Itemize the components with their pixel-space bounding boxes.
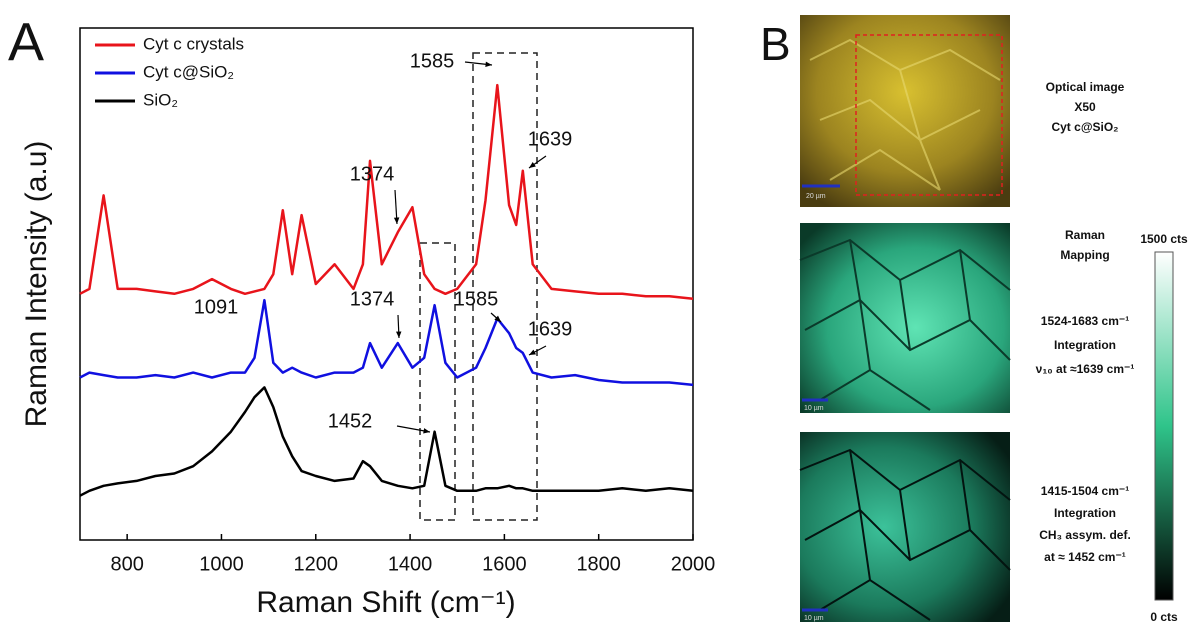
- raman-map-1: 10 µm: [799, 223, 1011, 413]
- highlight-boxes: [419, 52, 538, 521]
- scale-bar-label: 20 µm: [806, 193, 826, 200]
- colorbar-max: 1500 cts: [1140, 232, 1188, 246]
- spectrum-line: [79, 386, 694, 497]
- peak-annotation: 1639: [528, 128, 573, 150]
- image-caption: at ≈ 1452 cm⁻¹: [1044, 550, 1126, 564]
- arrow-head: [529, 162, 536, 168]
- x-tick-label: 800: [110, 553, 143, 575]
- arrow-head: [423, 428, 430, 434]
- image-caption: Cyt c@SiO₂: [1051, 120, 1118, 134]
- arrow-head: [485, 61, 492, 67]
- panel-label: A: [8, 12, 44, 72]
- image-caption: Raman: [1065, 228, 1105, 242]
- plot-frame: [79, 27, 694, 541]
- optical-image: 20 µm: [800, 15, 1010, 207]
- arrow-head: [395, 331, 402, 338]
- x-tick-label: 1000: [199, 553, 244, 575]
- legend-label: Cyt c@SiO₂: [143, 62, 234, 81]
- peak-annotation: 1639: [528, 318, 573, 340]
- image-caption: Integration: [1054, 338, 1116, 352]
- image-caption: ν₁₀ at ≈1639 cm⁻¹: [1036, 362, 1135, 376]
- panel-label: B: [760, 18, 791, 70]
- colorbar: [1154, 251, 1174, 601]
- image-caption: 1415-1504 cm⁻¹: [1041, 484, 1129, 498]
- image-caption: CH₃ assym. def.: [1039, 528, 1131, 542]
- peak-annotation: 1452: [328, 410, 373, 432]
- peak-annotation: 1374: [350, 288, 395, 310]
- scale-bar-label: 10 µm: [804, 405, 824, 412]
- peak-annotation: 1374: [350, 163, 395, 185]
- arrow-head: [393, 217, 400, 224]
- dashed-box: [419, 242, 456, 521]
- scale-bar-label: 10 µm: [804, 615, 824, 622]
- image-caption: 1524-1683 cm⁻¹: [1041, 314, 1129, 328]
- image-caption: Mapping: [1060, 248, 1109, 262]
- x-axis-title: Raman Shift (cm⁻¹): [256, 586, 515, 619]
- image-caption: Integration: [1054, 506, 1116, 520]
- y-axis-title: Raman Intensity (a.u): [20, 141, 53, 428]
- arrow-head: [494, 315, 501, 322]
- legend-label: SiO₂: [143, 90, 178, 109]
- x-tick-label: 2000: [671, 553, 716, 575]
- peak-annotation: 1585: [454, 288, 499, 310]
- x-tick-label: 1800: [576, 553, 621, 575]
- x-tick-label: 1400: [388, 553, 433, 575]
- colorbar-min: 0 cts: [1150, 610, 1178, 624]
- image-caption: Optical image: [1046, 80, 1125, 94]
- x-tick-label: 1600: [482, 553, 527, 575]
- dashed-box: [472, 52, 538, 521]
- spectrum-line: [79, 298, 694, 387]
- raman-map-2: 10 µm: [799, 432, 1011, 622]
- legend-label: Cyt c crystals: [143, 34, 244, 53]
- image-caption: X50: [1074, 100, 1096, 114]
- arrow-head: [529, 349, 536, 355]
- x-tick-label: 1200: [294, 553, 339, 575]
- peak-annotation: 1585: [410, 50, 455, 72]
- spectrum-line: [79, 83, 694, 301]
- peak-annotation: 1091: [194, 296, 239, 318]
